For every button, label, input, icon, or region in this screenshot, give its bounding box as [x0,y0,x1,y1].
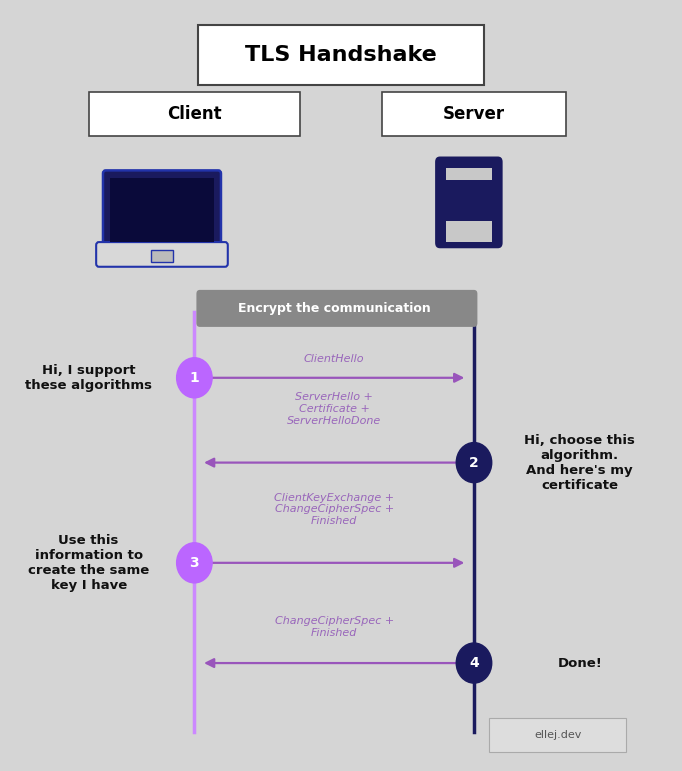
Text: Hi, I support
these algorithms: Hi, I support these algorithms [25,364,152,392]
Text: ServerHello +
Certificate +
ServerHelloDone: ServerHello + Certificate + ServerHelloD… [287,392,381,426]
FancyBboxPatch shape [110,178,214,242]
FancyBboxPatch shape [489,718,626,752]
FancyBboxPatch shape [151,250,173,262]
Circle shape [456,643,492,683]
Text: Encrypt the communication: Encrypt the communication [238,302,430,315]
Text: ellej.dev: ellej.dev [534,730,582,739]
FancyBboxPatch shape [196,290,477,327]
Circle shape [177,358,212,398]
FancyBboxPatch shape [96,242,228,267]
Text: ClientKeyExchange +
ChangeCipherSpec +
Finished: ClientKeyExchange + ChangeCipherSpec + F… [274,493,394,526]
Text: Hi, choose this
algorithm.
And here's my
certificate: Hi, choose this algorithm. And here's my… [524,433,635,492]
Circle shape [177,543,212,583]
Text: TLS Handshake: TLS Handshake [245,45,437,65]
Text: 4: 4 [469,656,479,670]
Text: Client: Client [167,105,222,123]
Text: Done!: Done! [557,657,602,669]
Text: 3: 3 [190,556,199,570]
FancyBboxPatch shape [198,25,484,85]
FancyBboxPatch shape [89,92,300,136]
Text: ClientHello: ClientHello [304,354,364,364]
Text: Use this
information to
create the same
key I have: Use this information to create the same … [28,534,149,592]
FancyBboxPatch shape [382,92,566,136]
Text: Server: Server [443,105,505,123]
Text: 2: 2 [469,456,479,470]
FancyBboxPatch shape [446,221,492,232]
FancyBboxPatch shape [103,170,221,250]
FancyBboxPatch shape [446,168,492,180]
FancyBboxPatch shape [446,232,492,242]
Text: 1: 1 [190,371,199,385]
Circle shape [456,443,492,483]
Text: ChangeCipherSpec +
Finished: ChangeCipherSpec + Finished [275,616,394,638]
FancyBboxPatch shape [435,157,503,248]
